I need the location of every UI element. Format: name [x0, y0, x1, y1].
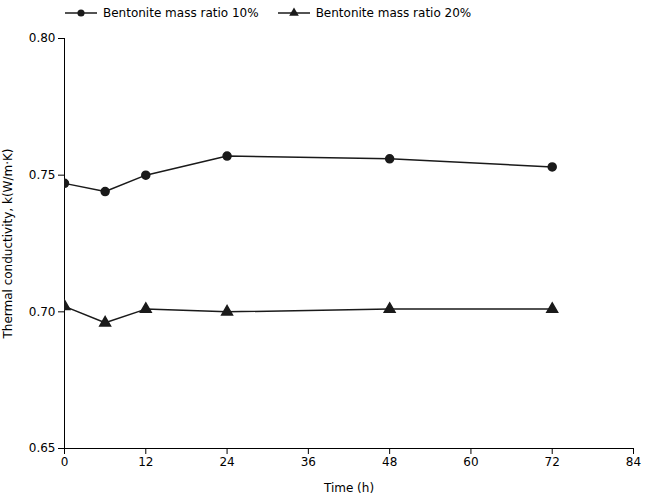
svg-text:84: 84	[626, 455, 641, 469]
svg-text:12: 12	[138, 455, 153, 469]
svg-text:72: 72	[545, 455, 560, 469]
svg-text:0: 0	[61, 455, 69, 469]
svg-text:60: 60	[463, 455, 478, 469]
svg-text:0.75: 0.75	[29, 168, 56, 182]
html-text:Bentonite mass ratio 10%: Bentonite mass ratio 10%	[103, 6, 259, 20]
svg-text:0.70: 0.70	[29, 305, 56, 319]
html-text:Bentonite mass ratio 20%: Bentonite mass ratio 20%	[315, 6, 472, 20]
svg-text:Time (h): Time (h)	[323, 481, 374, 495]
svg-text:24: 24	[219, 455, 234, 469]
svg-text:0.65: 0.65	[29, 441, 56, 455]
svg-text:36: 36	[301, 455, 316, 469]
svg-text:Thermal conductivity, k(W/m·K): Thermal conductivity, k(W/m·K)	[1, 148, 15, 339]
svg-text:48: 48	[382, 455, 397, 469]
svg-text:0.80: 0.80	[29, 31, 56, 45]
